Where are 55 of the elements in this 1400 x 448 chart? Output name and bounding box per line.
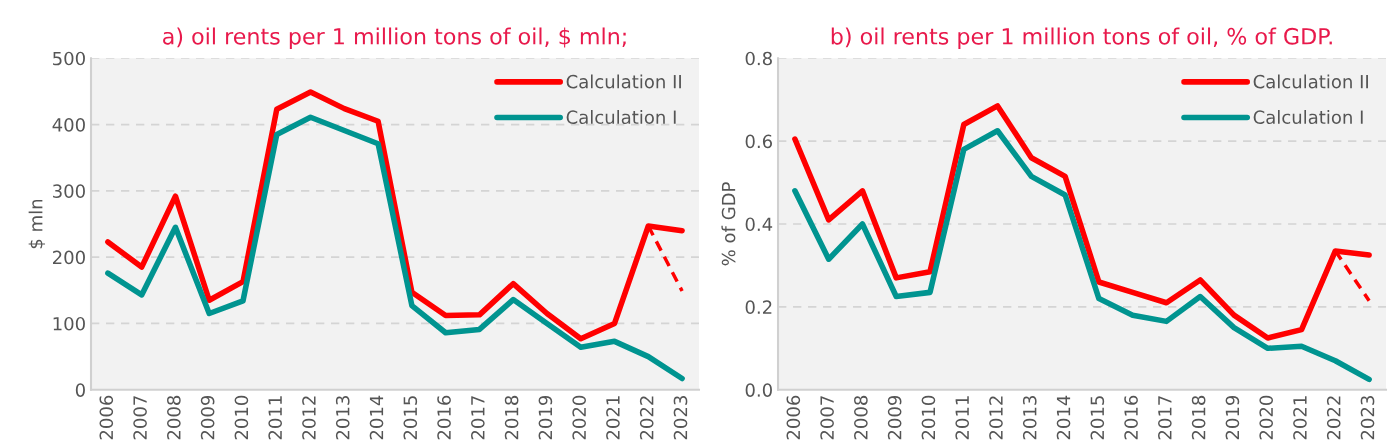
y-tick-label: 0 xyxy=(75,383,85,397)
x-tick-label: 2023 xyxy=(1360,396,1375,440)
legend-label: Calculation II xyxy=(1253,74,1368,89)
y-axis-title: % of GDP xyxy=(721,182,736,266)
x-tick-label: 2006 xyxy=(786,395,801,440)
y-tick-label: 500 xyxy=(53,51,85,66)
y-tick-label: 0.4 xyxy=(745,217,773,232)
x-tick-label: 2013 xyxy=(335,396,350,440)
x-tick-label: 2008 xyxy=(167,395,181,440)
x-tick-label: 2020 xyxy=(1259,395,1274,440)
x-tick-label: 2006 xyxy=(99,395,114,440)
x-tick-label: 2021 xyxy=(606,396,620,440)
x-tick-label: 2022 xyxy=(639,396,654,440)
x-tick-label: 2014 xyxy=(1056,395,1071,440)
x-tick-label: 2008 xyxy=(854,395,868,440)
y-tick-label: 0.0 xyxy=(745,383,772,397)
x-tick-label: 2015 xyxy=(1090,396,1105,440)
x-tick-label: 2010 xyxy=(921,395,936,440)
x-tick-label: 2017 xyxy=(1158,396,1172,440)
x-tick-label: 2015 xyxy=(403,396,418,440)
x-tick-label: 2012 xyxy=(989,396,1003,440)
x-tick-label: 2007 xyxy=(820,396,834,440)
chart-title: b) oil rents per 1 million tons of oil, % of GDP. xyxy=(831,27,1332,49)
x-tick-label: 2009 xyxy=(887,395,902,440)
x-tick-label: 2016 xyxy=(437,395,451,440)
x-tick-label: 2013 xyxy=(1022,396,1037,440)
x-tick-label: 2023 xyxy=(673,396,688,440)
x-tick-label: 2021 xyxy=(1293,396,1307,440)
y-axis-title: $ mln xyxy=(28,199,46,249)
x-tick-label: 2022 xyxy=(1326,396,1341,440)
y-tick-label: 0.2 xyxy=(745,300,772,314)
x-tick-label: 2009 xyxy=(200,395,215,440)
x-tick-label: 2016 xyxy=(1124,395,1138,440)
x-tick-label: 2019 xyxy=(1225,395,1240,440)
x-tick-label: 2011 xyxy=(955,396,970,440)
y-tick-label: 100 xyxy=(53,316,85,331)
y-tick-label: 300 xyxy=(53,184,85,198)
y-tick-label: 0.6 xyxy=(745,134,773,149)
x-tick-label: 2011 xyxy=(268,396,283,440)
x-tick-label: 2020 xyxy=(572,395,586,440)
legend-label: Calculation I xyxy=(1253,110,1363,124)
x-tick-label: 2012 xyxy=(302,396,316,440)
y-tick-label: 400 xyxy=(52,118,85,132)
legend-label: Calculation II xyxy=(566,74,681,89)
x-tick-label: 2018 xyxy=(1191,395,1206,440)
legend-label: Calculation I xyxy=(566,110,676,124)
y-tick-label: 200 xyxy=(53,250,85,265)
y-tick-label: 0.8 xyxy=(745,51,772,66)
x-tick-label: 2019 xyxy=(538,395,553,440)
x-tick-label: 2017 xyxy=(471,396,485,440)
x-tick-label: 2010 xyxy=(234,395,249,440)
x-tick-label: 2018 xyxy=(504,395,519,440)
x-tick-label: 2007 xyxy=(133,396,147,440)
chart-title: a) oil rents per 1 million tons of oil, $ mln; xyxy=(163,27,626,49)
x-tick-label: 2014 xyxy=(369,395,384,440)
